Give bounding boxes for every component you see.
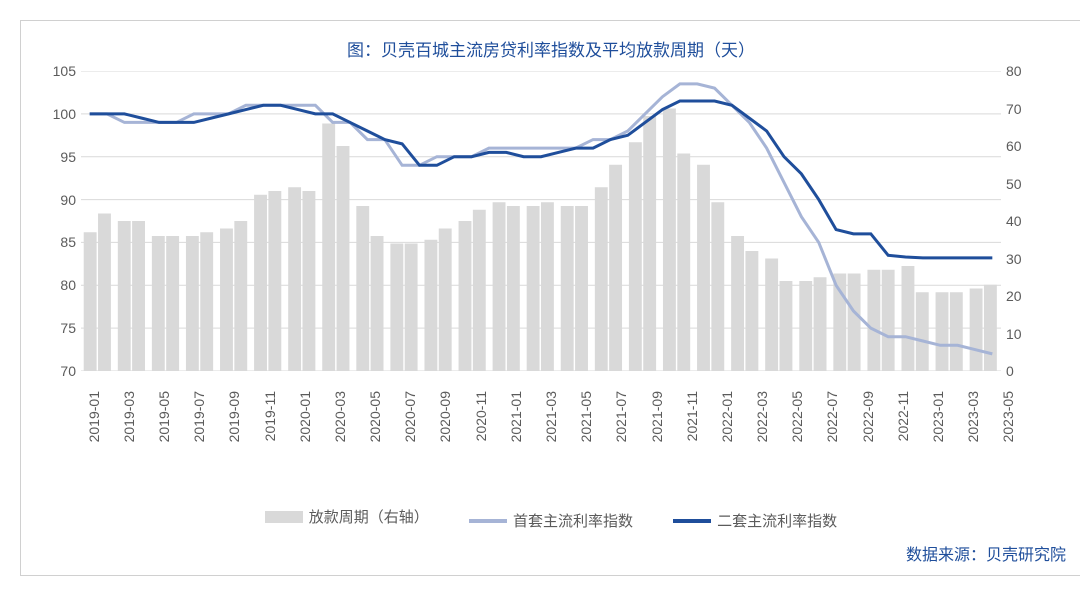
y-left-tick: 75	[36, 321, 76, 335]
legend-item-line1: 首套主流利率指数	[469, 510, 633, 531]
legend-item-line2: 二套主流利率指数	[673, 510, 837, 531]
x-tick: 2020-11	[473, 391, 489, 441]
x-tick: 2022-03	[754, 391, 770, 442]
chart-container: 图：贝壳百城主流房贷利率指数及平均放款周期（天） 707580859095100…	[20, 20, 1080, 576]
x-tick: 2022-11	[895, 391, 911, 441]
x-tick: 2020-07	[402, 391, 418, 442]
legend-swatch-bar	[265, 511, 303, 523]
y-left-tick: 80	[36, 278, 76, 292]
legend-label: 首套主流利率指数	[513, 510, 633, 531]
y-right-tick: 0	[1006, 364, 1046, 378]
y-axis-right: 01020304050607080	[1001, 71, 1046, 371]
legend-item-bars: 放款周期（右轴）	[265, 506, 429, 527]
legend: 放款周期（右轴） 首套主流利率指数 二套主流利率指数	[31, 506, 1071, 531]
y-left-tick: 70	[36, 364, 76, 378]
x-tick: 2020-05	[367, 391, 383, 442]
y-axis-left: 707580859095100105	[36, 71, 81, 371]
x-tick: 2021-01	[508, 391, 524, 442]
x-tick: 2021-07	[613, 391, 629, 442]
x-tick: 2021-03	[543, 391, 559, 442]
x-tick: 2022-07	[824, 391, 840, 442]
y-left-tick: 85	[36, 235, 76, 249]
x-tick: 2019-03	[121, 391, 137, 442]
x-tick: 2023-03	[965, 391, 981, 442]
y-left-tick: 100	[36, 107, 76, 121]
x-tick: 2021-05	[578, 391, 594, 442]
x-tick: 2023-05	[1000, 391, 1016, 442]
x-tick: 2022-05	[789, 391, 805, 442]
x-tick: 2019-01	[86, 391, 102, 442]
x-tick: 2019-11	[262, 391, 278, 441]
legend-label: 放款周期（右轴）	[309, 506, 429, 527]
plot-area	[81, 71, 1001, 371]
source-text: 数据来源：贝壳研究院	[31, 541, 1071, 565]
x-tick: 2022-09	[860, 391, 876, 442]
x-tick: 2020-09	[437, 391, 453, 442]
plot-wrap: 707580859095100105 01020304050607080	[36, 71, 1046, 391]
y-left-tick: 90	[36, 193, 76, 207]
x-tick: 2021-11	[684, 391, 700, 441]
x-tick: 2023-01	[930, 391, 946, 442]
x-axis: 2019-01 2019-03 2019-05 2019-07 2019-09 2019-…	[76, 391, 1026, 501]
x-tick: 2019-05	[156, 391, 172, 442]
chart-title: 图：贝壳百城主流房贷利率指数及平均放款周期（天）	[31, 36, 1071, 61]
y-right-tick: 70	[1006, 102, 1046, 116]
y-right-tick: 30	[1006, 252, 1046, 266]
x-tick: 2019-07	[191, 391, 207, 442]
y-right-tick: 20	[1006, 289, 1046, 303]
legend-swatch-line1	[469, 519, 507, 523]
x-tick: 2020-03	[332, 391, 348, 442]
y-left-tick: 95	[36, 150, 76, 164]
x-tick: 2021-09	[649, 391, 665, 442]
legend-label: 二套主流利率指数	[717, 510, 837, 531]
y-left-tick: 105	[36, 64, 76, 78]
y-right-tick: 10	[1006, 327, 1046, 341]
y-right-tick: 40	[1006, 214, 1046, 228]
x-tick: 2022-01	[719, 391, 735, 442]
y-right-tick: 60	[1006, 139, 1046, 153]
x-tick: 2019-09	[226, 391, 242, 442]
x-tick: 2020-01	[297, 391, 313, 442]
y-right-tick: 80	[1006, 64, 1046, 78]
y-right-tick: 50	[1006, 177, 1046, 191]
legend-swatch-line2	[673, 519, 711, 523]
